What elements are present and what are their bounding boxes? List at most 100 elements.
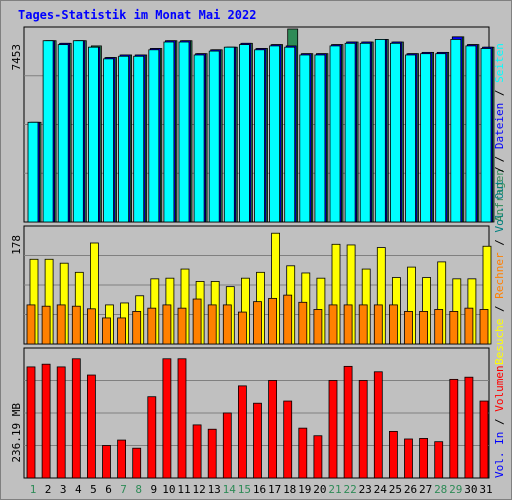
bar-seiten-27 xyxy=(420,53,432,223)
day-label-21: 21 xyxy=(328,483,341,496)
bar-seiten-24 xyxy=(374,39,386,223)
day-label-30: 30 xyxy=(464,483,477,496)
bar-volumen-19 xyxy=(298,427,308,479)
bar-rechner-28 xyxy=(434,309,444,345)
day-label-8: 8 xyxy=(135,483,142,496)
bar-volumen-7 xyxy=(117,439,126,479)
bar-seiten-28 xyxy=(435,53,447,223)
day-label-7: 7 xyxy=(120,483,127,496)
bar-rechner-21 xyxy=(328,304,338,345)
bar-seiten-6 xyxy=(103,58,114,223)
legend-seiten: Seiten xyxy=(493,43,506,83)
bar-volumen-14 xyxy=(222,412,232,479)
bar-rechner-15 xyxy=(237,311,247,345)
day-label-15: 15 xyxy=(238,483,251,496)
bar-volumen-6 xyxy=(102,445,111,479)
bar-seiten-31 xyxy=(480,48,492,223)
day-label-28: 28 xyxy=(434,483,447,496)
bar-rechner-9 xyxy=(147,307,157,345)
day-label-13: 13 xyxy=(208,483,221,496)
day-label-27: 27 xyxy=(419,483,432,496)
day-label-23: 23 xyxy=(359,483,372,496)
bar-seiten-20 xyxy=(314,54,326,223)
bar-rechner-26 xyxy=(404,311,413,345)
bar-rechner-17 xyxy=(268,297,278,345)
bar-seiten-12 xyxy=(193,54,205,223)
bar-rechner-10 xyxy=(162,304,172,345)
bar-volumen-18 xyxy=(283,400,293,479)
bar-rechner-24 xyxy=(373,304,383,345)
bar-seiten-16 xyxy=(254,49,265,223)
bar-seiten-15 xyxy=(238,44,250,223)
day-label-4: 4 xyxy=(75,483,82,496)
legend-volumen: Volumen xyxy=(493,365,506,412)
legend-bottom: Vol. In / Volumen xyxy=(493,365,506,478)
bar-seiten-11 xyxy=(178,41,190,223)
bar-volumen-27 xyxy=(419,438,429,479)
day-label-10: 10 xyxy=(162,483,175,496)
legend-vol-in: Vol. In xyxy=(493,431,506,478)
bar-seiten-9 xyxy=(148,49,160,223)
bar-seiten-19 xyxy=(299,54,311,223)
day-label-12: 12 xyxy=(192,483,205,496)
chart-title: Tages-Statistik im Monat Mai 2022 xyxy=(18,8,257,22)
bar-rechner-7 xyxy=(117,317,126,345)
bar-volumen-21 xyxy=(328,380,338,479)
bar-rechner-18 xyxy=(283,294,293,345)
bar-rechner-4 xyxy=(71,305,81,345)
bar-volumen-4 xyxy=(71,358,81,479)
day-label-25: 25 xyxy=(389,483,402,496)
day-label-6: 6 xyxy=(105,483,112,496)
bar-seiten-1 xyxy=(27,121,39,223)
day-label-26: 26 xyxy=(404,483,417,496)
bar-volumen-1 xyxy=(26,366,36,479)
day-label-29: 29 xyxy=(449,483,462,496)
bar-seiten-7 xyxy=(118,55,129,223)
bar-volumen-5 xyxy=(87,374,96,479)
legend-vol-out: Vol. Out xyxy=(493,179,506,233)
legend-dateien: Dateien xyxy=(493,102,506,150)
bar-volumen-31 xyxy=(479,400,489,479)
bar-seiten-17 xyxy=(269,45,281,223)
day-label-24: 24 xyxy=(374,483,388,496)
legend-rechner: Rechner xyxy=(493,252,506,299)
bar-volumen-12 xyxy=(192,424,202,479)
bar-volumen-9 xyxy=(147,396,157,479)
day-label-20: 20 xyxy=(313,483,326,496)
bar-rechner-25 xyxy=(388,304,398,345)
legend-besuche: Besuche xyxy=(493,318,506,365)
panel-top-max-label: 7453 xyxy=(10,44,23,71)
bar-rechner-30 xyxy=(464,307,474,345)
bar-rechner-31 xyxy=(479,309,489,345)
bar-volumen-23 xyxy=(358,380,368,479)
bar-volumen-28 xyxy=(434,441,444,479)
day-label-16: 16 xyxy=(253,483,266,496)
bar-volumen-3 xyxy=(56,366,66,479)
day-label-11: 11 xyxy=(177,483,190,496)
bar-seiten-8 xyxy=(133,55,145,223)
bar-seiten-23 xyxy=(359,42,371,223)
bar-rechner-27 xyxy=(419,311,429,345)
bar-seiten-14 xyxy=(223,46,235,223)
bar-seiten-13 xyxy=(208,50,220,223)
day-label-22: 22 xyxy=(343,483,356,496)
bar-rechner-12 xyxy=(192,298,202,345)
bar-seiten-10 xyxy=(163,41,175,223)
bar-rechner-2 xyxy=(41,305,51,345)
bar-seiten-21 xyxy=(329,45,341,223)
panel-middle-max-label: 178 xyxy=(10,235,23,255)
bar-rechner-22 xyxy=(343,304,353,345)
bar-rechner-16 xyxy=(253,301,262,345)
bar-volumen-20 xyxy=(313,435,323,479)
day-label-2: 2 xyxy=(45,483,52,496)
day-label-14: 14 xyxy=(223,483,237,496)
bar-rechner-19 xyxy=(298,301,308,345)
panel-bottom-max-label: 236.19 MB xyxy=(10,403,23,463)
bar-rechner-23 xyxy=(358,304,368,345)
bar-volumen-29 xyxy=(449,378,459,479)
bar-seiten-26 xyxy=(405,54,416,223)
legend-middle: Besuche / Rechner / Vol. Out / xyxy=(493,166,506,365)
bar-rechner-29 xyxy=(449,311,459,345)
bar-volumen-15 xyxy=(237,385,247,479)
